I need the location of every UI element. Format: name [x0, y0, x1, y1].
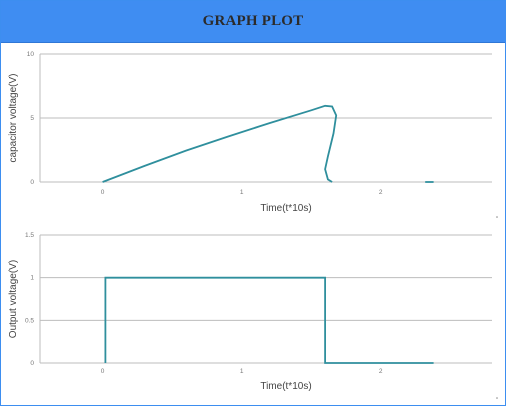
y-axis-title: capacitor voltage(V): [8, 74, 19, 163]
window-title: GRAPH PLOT: [202, 13, 304, 29]
x-tick-label: 1: [240, 189, 244, 196]
x-axis-title: Time(t*10s): [260, 381, 311, 392]
output-voltage-chart: 0 0.5 1 1.5 0 1 2 Time(t*10s) Output voltage(V): [8, 232, 498, 399]
x-axis-title: Time(t*10s): [260, 203, 311, 214]
x-tick-label: 2: [379, 189, 383, 196]
title-bar: GRAPH PLOT: [1, 1, 505, 43]
x-tick-label: 2: [379, 368, 383, 375]
x-tick-label: 0: [101, 189, 105, 196]
y-tick-label: 5: [30, 115, 34, 122]
y-tick-label: 0: [30, 360, 34, 367]
y-tick-label: 1: [30, 275, 34, 282]
y-tick-label: 0: [30, 179, 34, 186]
y-tick-label: 1.5: [25, 232, 34, 239]
y-tick-label: 10: [27, 51, 35, 58]
y-tick-label: 0.5: [25, 317, 34, 324]
edge-marker: [496, 216, 498, 218]
y-axis-title: Output voltage(V): [8, 260, 19, 338]
edge-marker: [496, 397, 498, 399]
series-line-0: [104, 276, 434, 364]
series-line-0: [102, 104, 338, 183]
capacitor-voltage-chart: 0 5 10 0 1 2 Time(t*10s) capacitor voltage(V): [8, 51, 498, 218]
x-tick-label: 1: [240, 368, 244, 375]
x-tick-label: 0: [101, 368, 105, 375]
